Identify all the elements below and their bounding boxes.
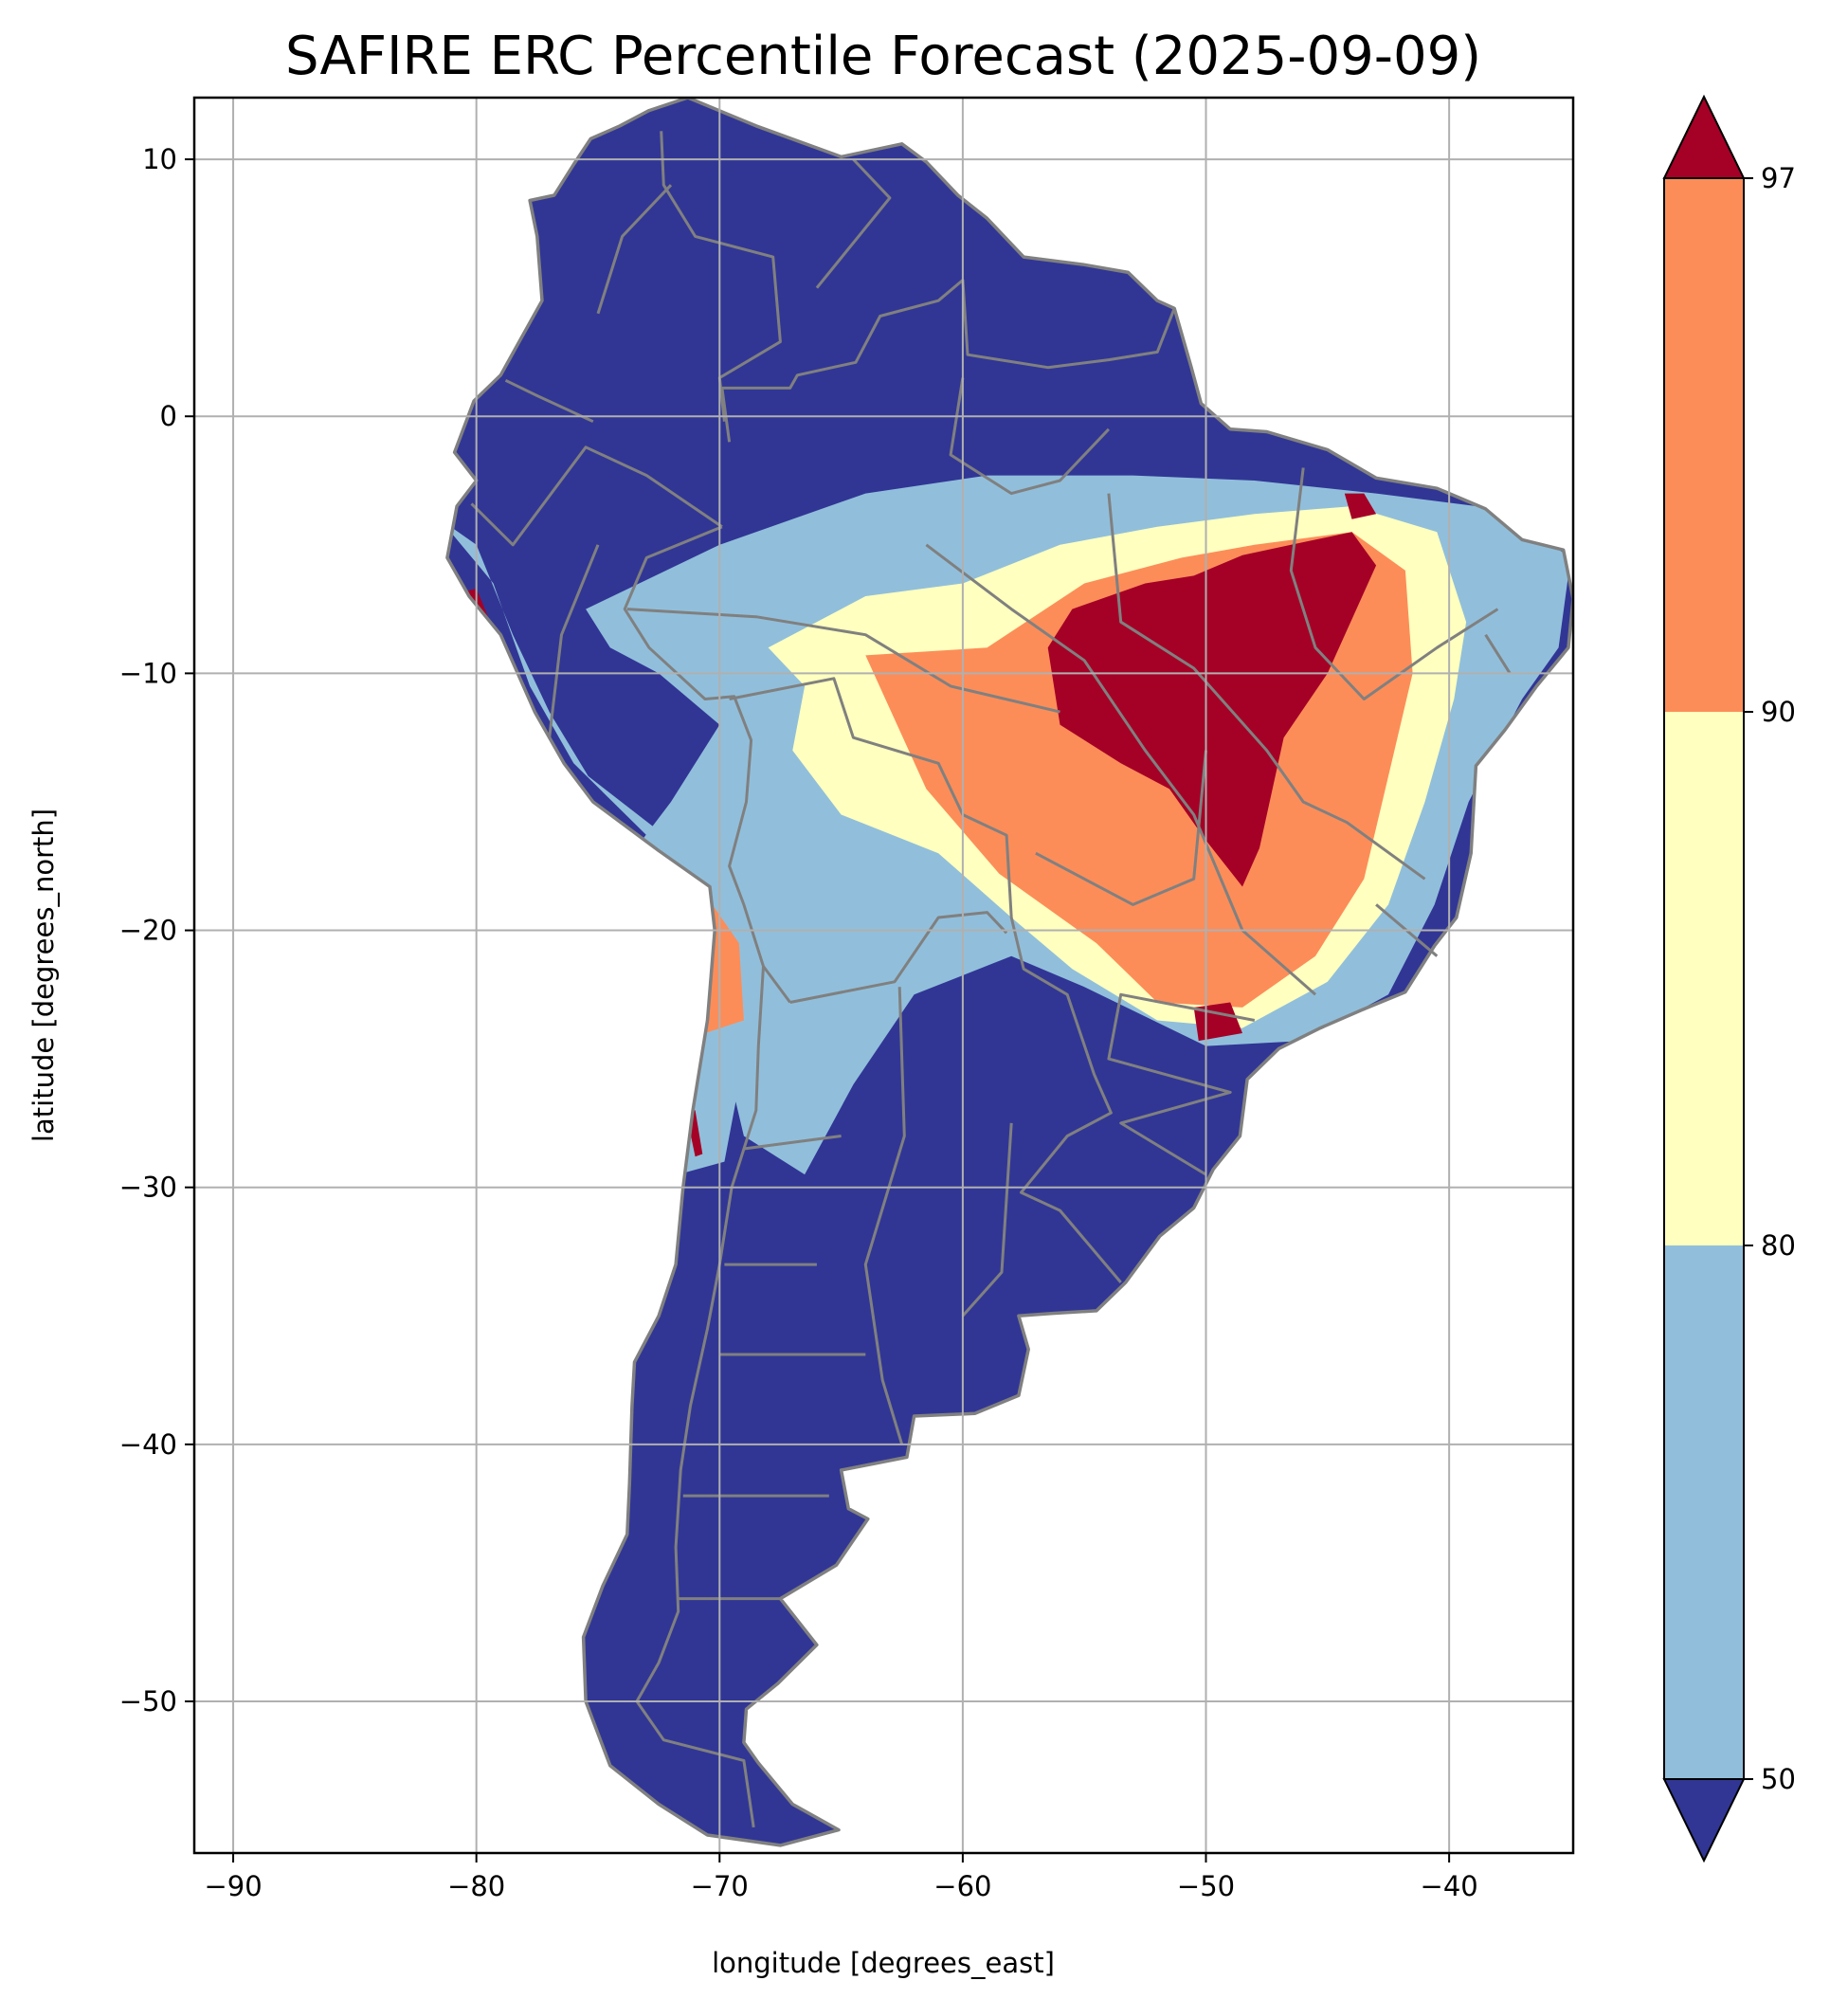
plot-frame <box>192 96 1575 1855</box>
y-tick-label: 10 <box>142 143 177 175</box>
zone-above-97 <box>1047 493 1377 1042</box>
colorbar-tick-label: 90 <box>1761 696 1796 728</box>
border-line <box>743 1135 842 1151</box>
colorbar-frame <box>1663 177 1745 1780</box>
border-line <box>789 911 1008 1004</box>
border-line <box>626 608 1060 714</box>
y-tick-label: −30 <box>119 1172 177 1204</box>
y-tick-label: −40 <box>119 1428 177 1461</box>
border-line <box>504 378 594 424</box>
x-tick-label: −50 <box>1177 1870 1235 1902</box>
border-line <box>1107 992 1256 1176</box>
colorbar-segment <box>1664 712 1744 1245</box>
x-tick-label: −90 <box>204 1870 262 1902</box>
coastline <box>445 98 1573 1847</box>
colorbar-extend-bottom <box>1662 1778 1746 1863</box>
y-axis-label: latitude [degrees_north] <box>27 809 60 1142</box>
x-axis: −90 −80 −70 −60 −50 −40 <box>204 1853 1478 1902</box>
percentile-zones <box>446 475 1571 1175</box>
border-line <box>623 525 791 1004</box>
border-line <box>470 445 723 547</box>
map-plot-area <box>192 96 1575 1855</box>
x-axis-label: longitude [degrees_east] <box>712 1947 1055 1979</box>
border-line <box>1035 750 1207 906</box>
y-tick-label: −10 <box>119 657 177 689</box>
border-line <box>1484 633 1512 675</box>
country-state-borders <box>470 131 1512 1828</box>
y-tick-label: −50 <box>119 1685 177 1717</box>
border-line <box>720 279 1176 443</box>
colorbar-tick-label: 97 <box>1761 162 1796 194</box>
border-line <box>729 677 1122 1283</box>
border-line <box>949 377 1110 496</box>
colorbar-extend-top <box>1662 94 1746 179</box>
x-tick-label: −80 <box>447 1870 505 1902</box>
y-tick-label: 0 <box>160 400 177 432</box>
x-tick-label: −40 <box>1421 1870 1478 1902</box>
chart-title: SAFIRE ERC Percentile Forecast (2025-09-… <box>285 26 1481 87</box>
zone-andes-50-80 <box>446 518 750 1175</box>
border-line <box>863 987 906 1445</box>
x-tick-label: −60 <box>933 1870 991 1902</box>
border-line <box>548 544 600 738</box>
border-line <box>815 158 892 289</box>
colorbar: 50 80 90 97 <box>1662 94 1796 1863</box>
colorbar-segment <box>1664 178 1744 712</box>
y-tick-label: −20 <box>119 915 177 947</box>
colorbar-segment <box>1664 1245 1744 1779</box>
border-line <box>635 966 765 1828</box>
border-line <box>596 184 673 315</box>
y-axis: 10 0 −10 −20 −30 −40 −50 <box>119 143 194 1717</box>
border-line <box>1107 493 1426 881</box>
colorbar-tick-label: 50 <box>1761 1763 1796 1795</box>
colorbar-tick-label: 80 <box>1761 1229 1796 1262</box>
border-line <box>961 1122 1013 1318</box>
gridlines <box>194 98 1573 1853</box>
x-tick-label: −70 <box>691 1870 749 1902</box>
